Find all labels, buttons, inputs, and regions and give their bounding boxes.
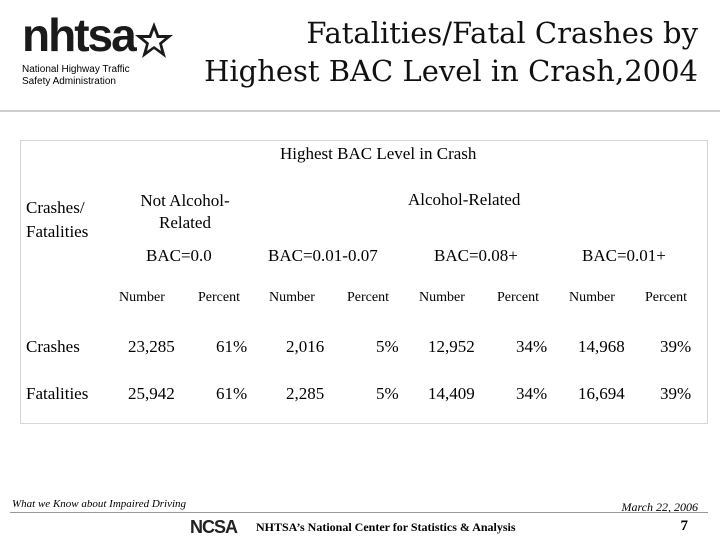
page-number: 7 [680,518,689,534]
table-cell: 5% [376,337,399,356]
table-cell: 39% [660,384,692,403]
sub-header: Percent [198,290,240,305]
star-icon [135,22,173,58]
footer-org-text: NHTSA’s National Center for Statistics &… [256,520,516,534]
row-header-label-line2: Fatalities [26,222,89,241]
sub-header: Number [569,290,615,305]
bac-level-header: BAC=0.0 [146,246,212,265]
title-line1: Fatalities/Fatal Crashes by [306,16,698,50]
sub-header: Number [269,290,315,305]
header-divider [0,110,720,112]
row-label-crashes: Crashes [26,337,80,356]
not-alcohol-line1: Not Alcohol- [140,191,230,210]
sub-header: Number [419,290,465,305]
bac-level-header: BAC=0.01-0.07 [268,246,378,265]
table-cell: 2,016 [286,337,325,356]
row-header-label-line1: Crashes/ [26,198,85,217]
logo-subtitle-line2: Safety Administration [22,76,116,87]
row-header-label: Crashes/ Fatalities [26,196,88,244]
footer-date: March 22, 2006 [621,500,698,514]
table-cell: 39% [660,337,692,356]
table-cell: 14,409 [428,384,475,403]
logo-subtitle-line1: National Highway Traffic [22,64,130,75]
sub-header: Percent [497,290,539,305]
sub-header: Number [119,290,165,305]
table-cell: 16,694 [578,384,625,403]
footer-note: What we Know about Impaired Driving [12,498,187,510]
logo-subtitle: National Highway Traffic Safety Administ… [22,64,157,88]
table-cell: 34% [516,337,548,356]
table-cell: 23,285 [128,337,175,356]
table-cell: 5% [376,384,399,403]
table-cell: 12,952 [428,337,475,356]
page-title: Fatalities/Fatal Crashes by Highest BAC … [158,14,698,90]
nhtsa-logo: nhtsa National Highway Traffic Safety Ad… [22,9,173,88]
title-line2: Highest BAC Level in Crash,2004 [204,54,698,88]
sub-header: Percent [645,290,687,305]
not-alcohol-related-header: Not Alcohol- Related [110,190,260,234]
table-cell: 61% [216,384,248,403]
bac-level-header: BAC=0.01+ [582,246,666,265]
alcohol-related-header: Alcohol-Related [408,190,521,209]
table-cell: 25,942 [128,384,175,403]
not-alcohol-line2: Related [159,213,211,232]
table-cell: 61% [216,337,248,356]
row-label-fatalities: Fatalities [26,384,89,403]
table-group-header: Highest BAC Level in Crash [280,144,477,163]
logo-wordmark: nhtsa [22,9,137,61]
bac-level-header: BAC=0.08+ [434,246,518,265]
sub-header: Percent [347,290,389,305]
data-table-panel [20,140,708,424]
ncsa-logo: NCSA [190,517,238,537]
table-cell: 2,285 [286,384,325,403]
footer-divider [10,512,708,513]
table-cell: 14,968 [578,337,625,356]
table-cell: 34% [516,384,548,403]
